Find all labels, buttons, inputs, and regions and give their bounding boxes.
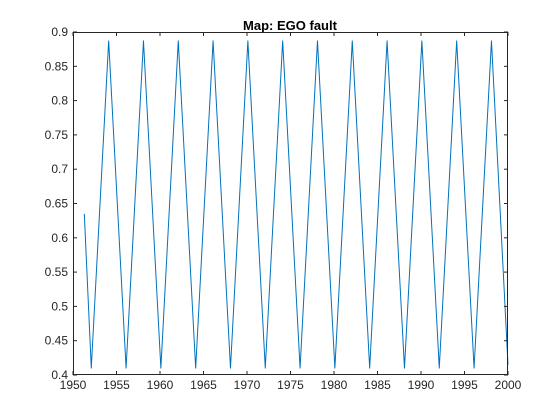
y-tick-label: 0.55	[45, 265, 69, 279]
x-tick-label: 1985	[364, 378, 391, 392]
x-tick-label: 2000	[495, 378, 522, 392]
y-tick-label: 0.75	[45, 128, 69, 142]
y-tick-label: 0.65	[45, 197, 69, 211]
y-tick-label: 0.9	[51, 25, 68, 39]
y-axis: 0.4 0.45 0.5 0.55 0.6 0.65 0.7 0.75 0.8 0.85 0.9	[45, 25, 508, 382]
x-tick-label: 1990	[408, 378, 435, 392]
x-tick-label: 1995	[451, 378, 478, 392]
y-tick-label: 0.45	[45, 334, 69, 348]
x-tick-label: 1965	[190, 378, 217, 392]
x-axis: 1950 1955 1960 1965 1970 1975 1980 1985 1990 1995…	[60, 32, 522, 392]
y-tick-label: 0.4	[51, 368, 68, 382]
series-layer	[83, 40, 509, 369]
x-tick-label: 1975	[277, 378, 304, 392]
y-tick-label: 0.7	[51, 162, 68, 176]
chart-title: Map: EGO fault	[243, 18, 338, 33]
y-tick-label: 0.6	[51, 231, 68, 245]
x-tick-label: 1955	[103, 378, 130, 392]
y-tick-label: 0.85	[45, 59, 69, 73]
x-tick-label: 1970	[234, 378, 261, 392]
x-tick-label: 1950	[60, 378, 87, 392]
plot-area	[73, 32, 508, 375]
x-tick-label: 1980	[321, 378, 348, 392]
y-tick-label: 0.5	[51, 299, 68, 313]
y-tick-label: 0.8	[51, 94, 68, 108]
series-line	[83, 40, 509, 369]
x-tick-label: 1960	[147, 378, 174, 392]
